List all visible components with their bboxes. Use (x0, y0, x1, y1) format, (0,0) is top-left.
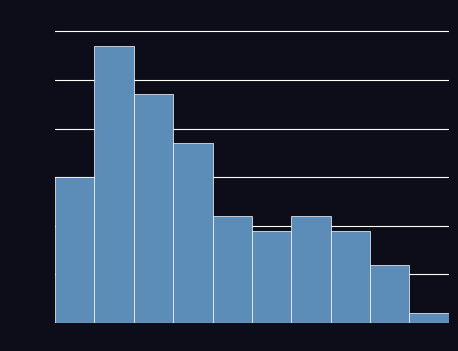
Bar (252, 231, 291, 323)
Bar (213, 216, 252, 323)
Bar (134, 94, 173, 323)
Bar (409, 313, 449, 323)
Bar (370, 265, 409, 323)
Bar (291, 216, 331, 323)
Bar (55, 177, 94, 323)
Bar (331, 231, 370, 323)
Bar (173, 143, 213, 323)
Bar (94, 46, 134, 323)
